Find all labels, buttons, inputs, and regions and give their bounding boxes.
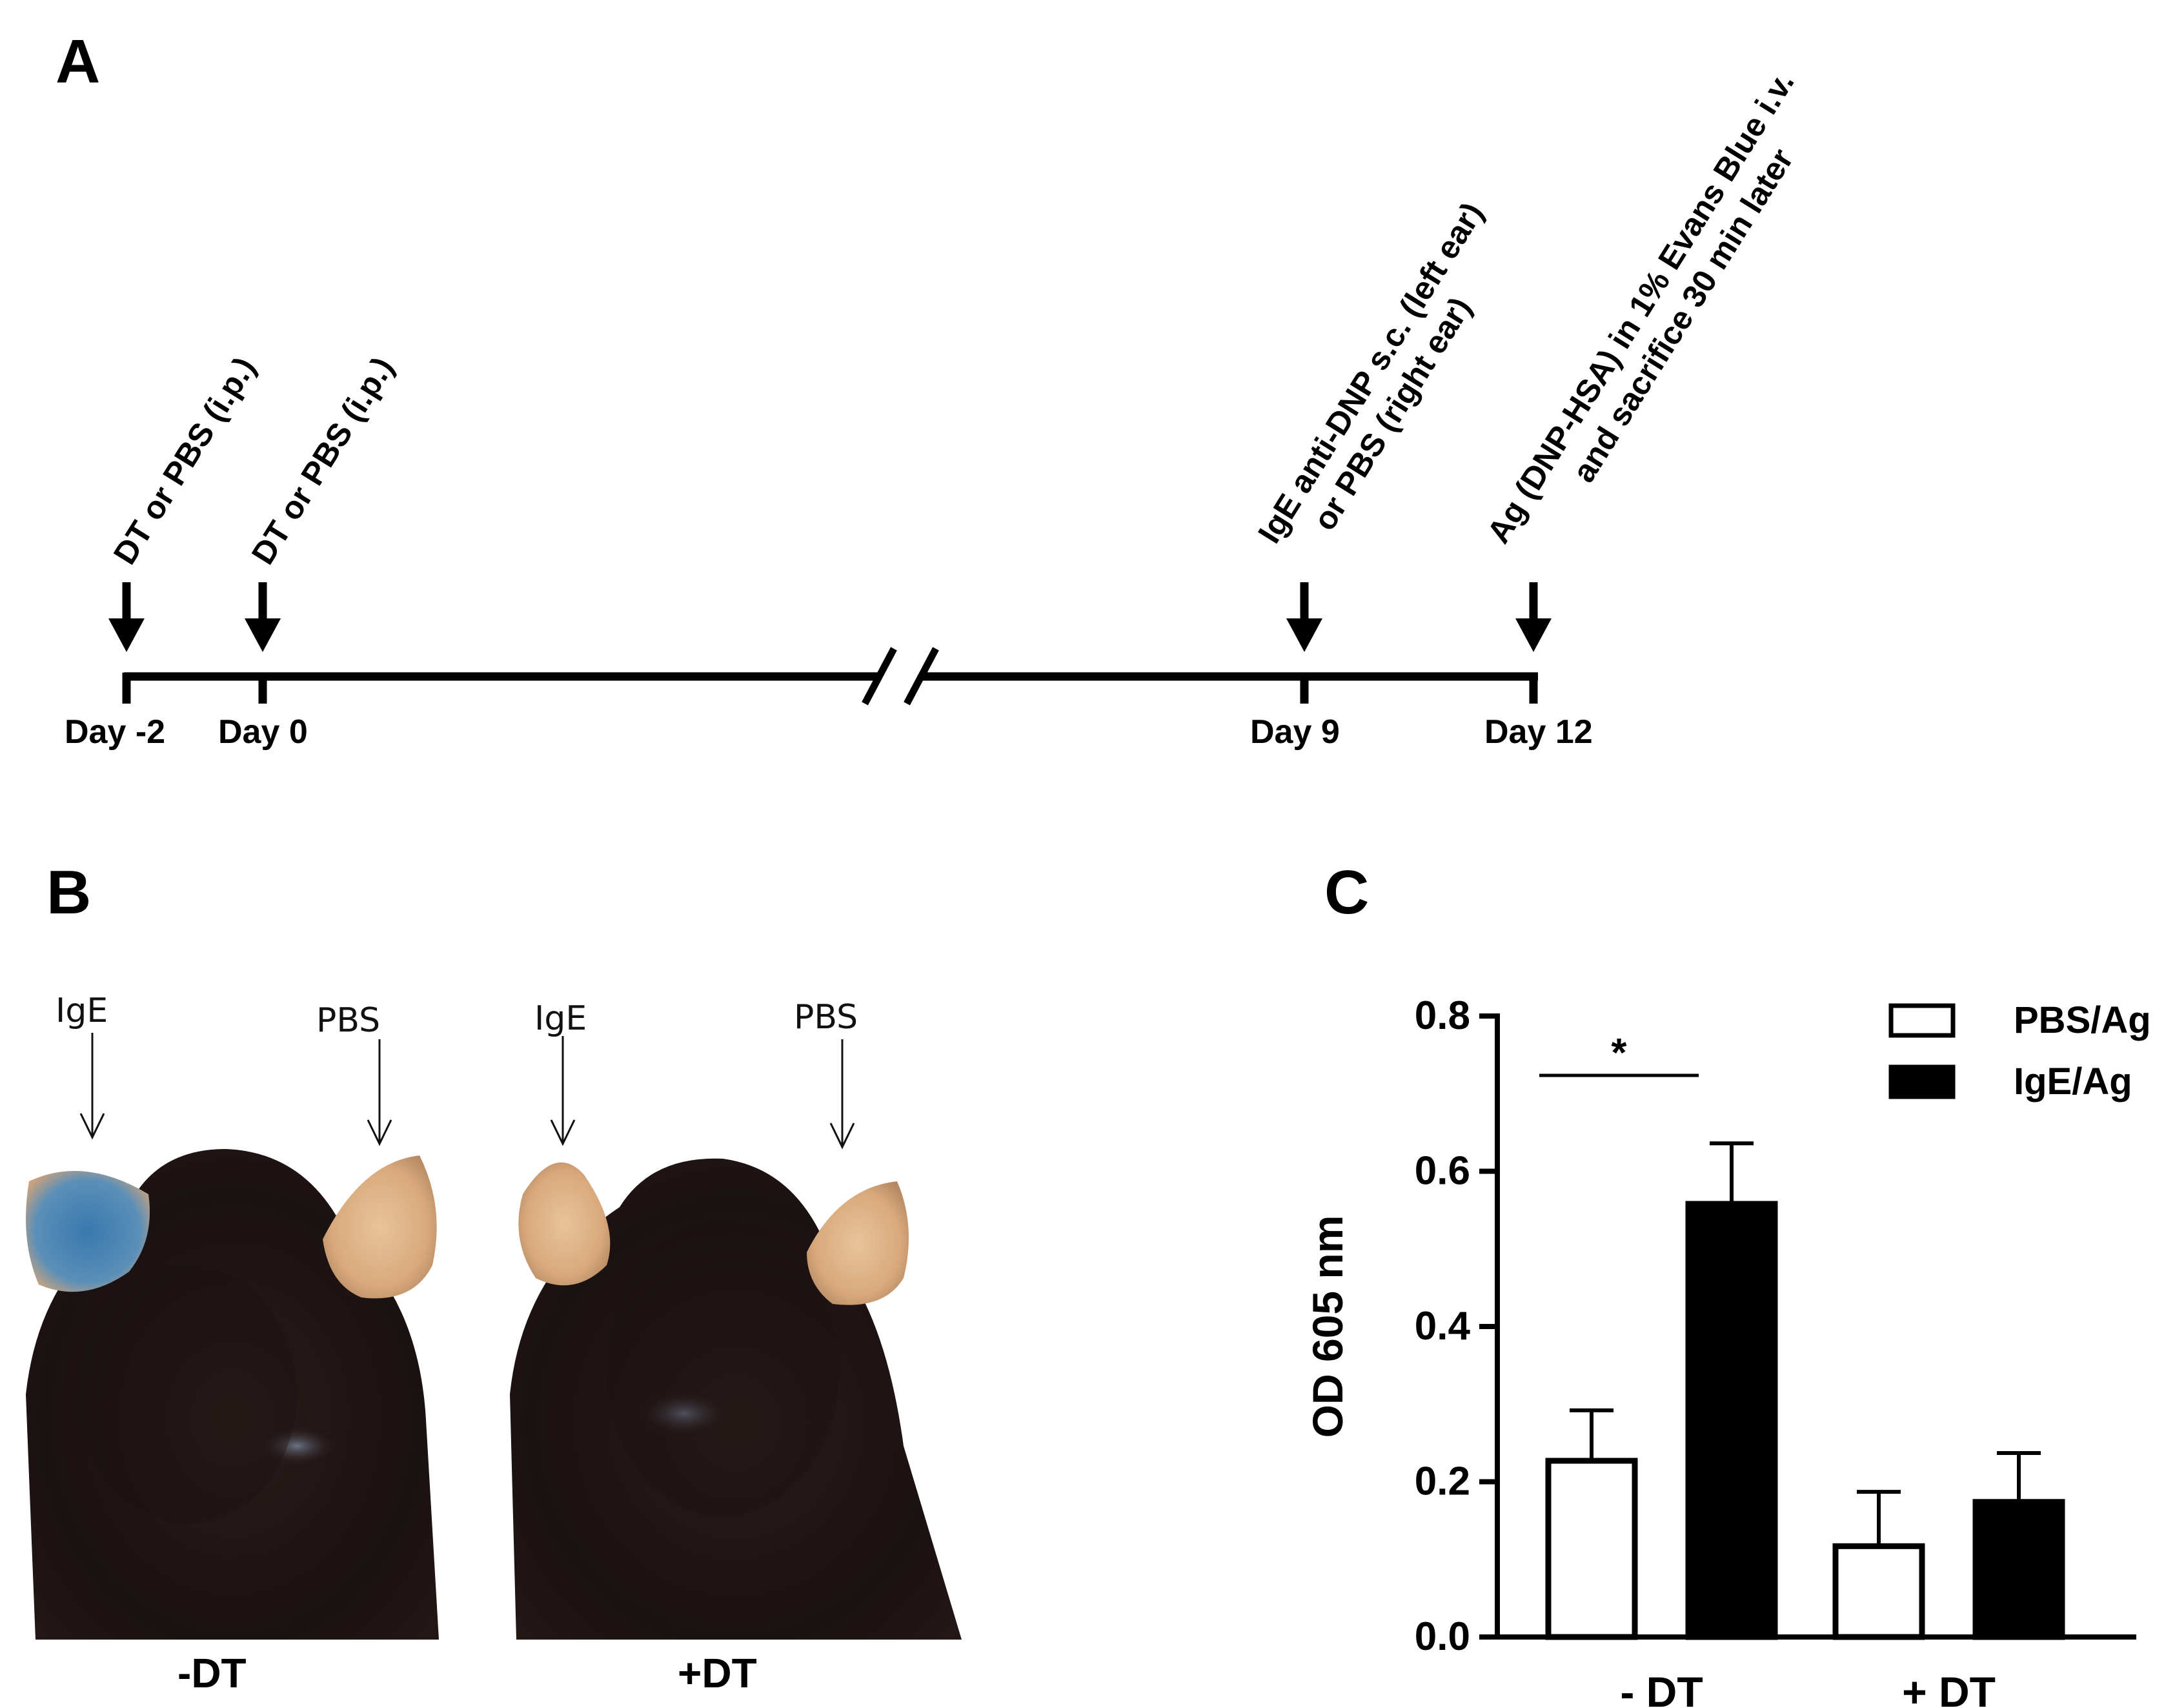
y-tick-label: 0.2	[1415, 1459, 1470, 1504]
day-label-minus-2: Day -2	[65, 713, 166, 751]
photo-label-ige: IgE	[534, 999, 587, 1038]
y-tick-label: 0.0	[1415, 1614, 1470, 1659]
event-arrow	[108, 582, 145, 652]
bar-ige-ag	[1972, 1499, 2065, 1640]
photo-arrow	[550, 1036, 576, 1146]
bar-ige-ag	[1685, 1201, 1778, 1640]
x-category-label: - DT	[1620, 1668, 1703, 1708]
photo-label-ige: IgE	[56, 991, 108, 1030]
panel-b-letter: B	[46, 858, 92, 927]
legend-label: PBS/Ag	[2014, 999, 2151, 1041]
legend-swatch-ige-ag	[1888, 1064, 1956, 1099]
right-ear-tan	[807, 1181, 909, 1305]
day-label-9: Day 9	[1250, 713, 1340, 751]
panel-c-letter: C	[1324, 858, 1370, 927]
photo-arrow	[79, 1033, 105, 1140]
timeline-break-mark	[904, 647, 939, 706]
photo-label-pbs: PBS	[316, 1001, 381, 1040]
event-arrow	[1286, 582, 1322, 652]
legend-label: IgE/Ag	[2014, 1061, 2132, 1103]
mouse-photo-plus-dt	[510, 1158, 962, 1640]
bar-pbs-ag	[1545, 1458, 1638, 1640]
significance-star: *	[1611, 1031, 1627, 1075]
condition-label-minus-dt: -DT	[177, 1650, 247, 1696]
panel-a-letter: A	[56, 27, 101, 96]
y-tick-label: 0.6	[1415, 1149, 1470, 1194]
mouse-photo-minus-dt	[26, 1149, 439, 1640]
event-arrow	[1515, 582, 1552, 652]
mouse-photos	[26, 1033, 962, 1640]
event-arrow	[245, 582, 281, 652]
y-axis-label: OD 605 nm	[1304, 1215, 1351, 1438]
bar-chart: 0.0 0.2 0.4 0.6 0.8 OD 605 nm - DT + DT * PBS/Ag I…	[1304, 993, 2151, 1708]
x-category-label: + DT	[1902, 1668, 1996, 1708]
timeline-graphic	[108, 582, 1552, 706]
left-ear-tan	[518, 1162, 611, 1286]
y-tick-label: 0.8	[1415, 993, 1470, 1038]
photo-label-pbs: PBS	[794, 998, 858, 1037]
y-tick-label: 0.4	[1415, 1304, 1471, 1348]
photo-arrow	[367, 1039, 392, 1146]
condition-label-plus-dt: +DT	[678, 1650, 757, 1696]
day-label-12: Day 12	[1484, 713, 1593, 751]
bar-pbs-ag	[1832, 1543, 1925, 1640]
left-ear-blue	[26, 1171, 150, 1292]
right-ear-tan	[323, 1155, 437, 1299]
timeline-break-mark	[862, 647, 897, 706]
day-label-0: Day 0	[218, 713, 308, 751]
legend-swatch-pbs-ag	[1888, 1003, 1956, 1038]
photo-arrow	[829, 1039, 855, 1150]
